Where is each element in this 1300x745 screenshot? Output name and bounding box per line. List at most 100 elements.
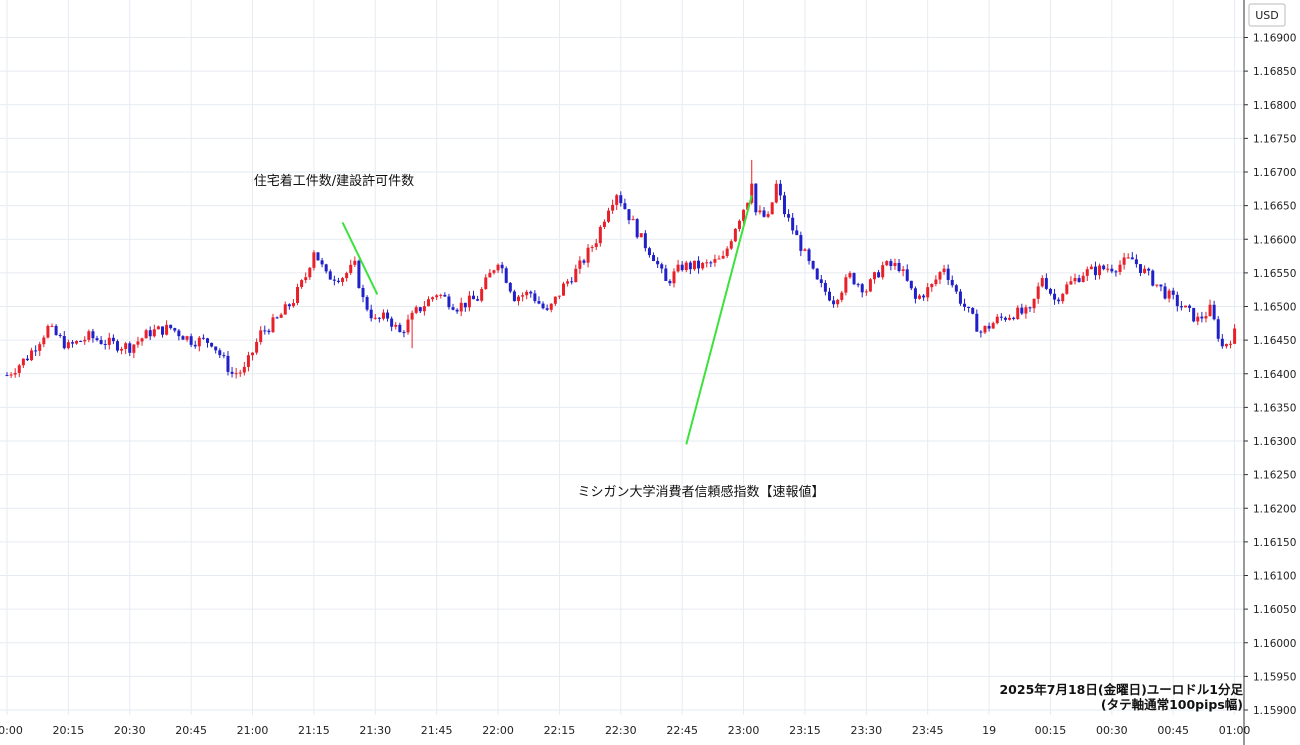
candle-body — [1069, 281, 1073, 285]
candle-body — [836, 299, 840, 305]
candle-body — [746, 202, 750, 210]
candle-body — [500, 264, 504, 269]
candle-body — [598, 226, 602, 244]
candle-body — [230, 371, 234, 374]
candle-body — [946, 268, 950, 280]
candle-body — [373, 317, 377, 319]
candle-body — [799, 235, 803, 251]
candle-body — [185, 336, 189, 340]
candle-body — [934, 279, 938, 285]
candle-body — [267, 330, 271, 333]
candle-body — [1040, 278, 1044, 287]
candle-body — [99, 340, 103, 344]
candle-body — [512, 291, 516, 302]
candle-body — [517, 296, 520, 302]
candle-body — [75, 340, 79, 344]
x-tick-label: 22:30 — [605, 724, 637, 737]
candle-body — [353, 260, 357, 265]
x-tick-label: 22:00 — [482, 724, 514, 737]
candle-body — [328, 271, 332, 280]
candle-body — [132, 344, 136, 353]
candle-body — [103, 343, 107, 345]
x-tick-label: 00:15 — [1035, 724, 1067, 737]
candle-body — [341, 278, 345, 282]
candle-body — [1147, 268, 1151, 271]
candle-body — [484, 277, 488, 290]
candle-body — [873, 272, 877, 280]
candle-body — [557, 295, 561, 297]
candle-body — [656, 260, 660, 265]
candle-body — [668, 280, 672, 284]
candle-body — [672, 271, 676, 284]
candle-body — [615, 195, 619, 205]
candle-body — [971, 307, 975, 314]
candle-body — [271, 317, 275, 333]
candle-body — [1204, 316, 1208, 319]
candle-body — [848, 273, 852, 278]
candle-body — [582, 260, 586, 263]
candle-body — [950, 279, 954, 286]
candle-body — [643, 233, 647, 249]
y-tick-label: 1.16650 — [1253, 201, 1296, 213]
candle-body — [975, 313, 979, 332]
candle-body — [1093, 266, 1097, 276]
x-tick-label: 22:45 — [666, 724, 698, 737]
candle-body — [647, 248, 651, 256]
x-tick-label: 20:00 — [0, 724, 23, 737]
candle-body — [1008, 317, 1012, 320]
candle-body — [488, 272, 492, 278]
candle-body — [660, 264, 664, 269]
candle-body — [181, 336, 185, 340]
candle-body — [381, 312, 385, 319]
candle-body — [1061, 293, 1065, 302]
candle-body — [414, 307, 418, 313]
candle-body — [1224, 344, 1228, 347]
candle-body — [533, 293, 537, 302]
candle-body — [1196, 316, 1200, 322]
candle-body — [1106, 268, 1110, 270]
candle-body — [58, 334, 62, 337]
candle-body — [197, 337, 201, 347]
candle-body — [34, 350, 38, 352]
y-tick-label: 1.15900 — [1253, 705, 1296, 717]
candle-body — [50, 325, 54, 327]
candle-body — [979, 331, 983, 333]
candle-body — [999, 316, 1003, 318]
candle-body — [1138, 264, 1142, 273]
candle-body — [631, 219, 635, 221]
candle-body — [210, 342, 214, 347]
candle-body — [324, 264, 328, 272]
candle-body — [1163, 286, 1167, 299]
candle-body — [562, 283, 566, 296]
candle-body — [504, 268, 508, 283]
candle-body — [87, 331, 91, 340]
candle-body — [38, 344, 42, 351]
candle-body — [222, 355, 226, 357]
y-tick-label: 1.16500 — [1253, 302, 1296, 314]
candle-body — [156, 326, 160, 330]
x-tick-label: 00:30 — [1096, 724, 1128, 737]
candle-body — [893, 262, 897, 267]
candle-body — [639, 233, 643, 238]
candle-body — [697, 260, 701, 269]
candle-body — [549, 303, 553, 310]
candle-body — [664, 268, 668, 281]
x-tick-label: 21:00 — [237, 724, 269, 737]
candle-body — [1020, 307, 1024, 314]
candle-body — [537, 301, 541, 304]
candle-body — [926, 287, 930, 298]
candle-body — [1151, 270, 1155, 286]
candle-body — [676, 264, 680, 272]
candle-body — [1233, 328, 1237, 344]
y-tick-label: 1.16450 — [1253, 335, 1296, 347]
footer-title: 2025年7月18日(金曜日)ユーロドル1分足 — [999, 682, 1243, 697]
candle-body — [1220, 338, 1224, 347]
y-tick-label: 1.16050 — [1253, 604, 1296, 616]
candle-body — [922, 295, 926, 298]
candle-body — [144, 330, 148, 339]
candle-body — [357, 260, 361, 288]
candle-body — [627, 209, 631, 221]
candle-body — [1032, 298, 1036, 309]
candle-body — [1171, 290, 1175, 295]
candle-body — [815, 268, 819, 280]
